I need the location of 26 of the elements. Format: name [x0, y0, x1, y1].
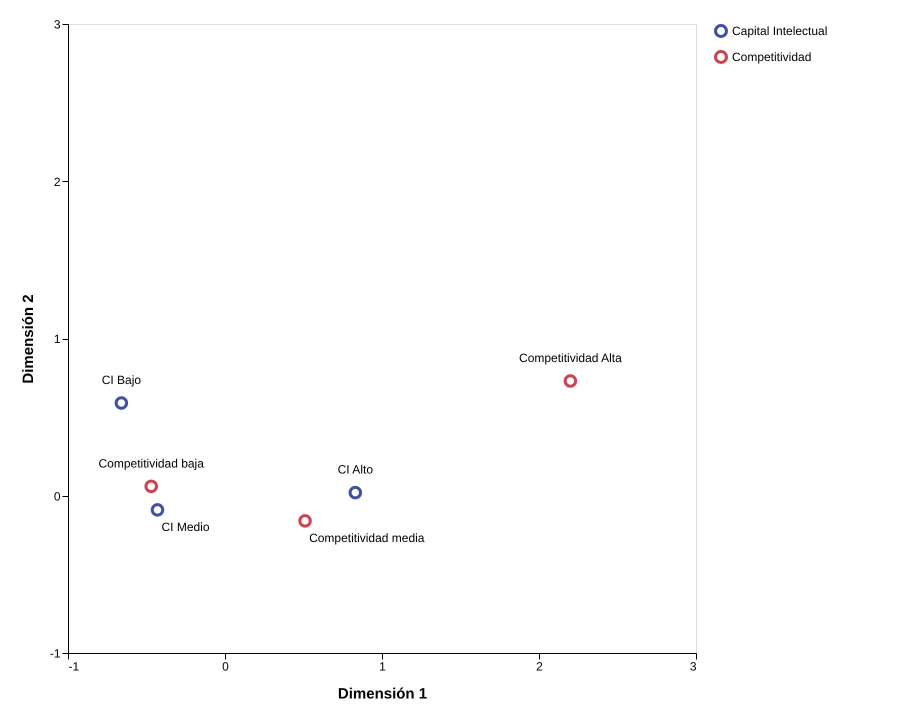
annotation: Competitividad media — [309, 530, 425, 545]
x-tick-label: 2 — [536, 660, 544, 674]
point — [298, 514, 312, 528]
x-axis-title: Dimensión 1 — [338, 686, 428, 702]
annotation: Competitividad Alta — [519, 350, 622, 365]
annotation: CI Alto — [338, 462, 374, 477]
point — [150, 503, 164, 517]
x-tick-label: 3 — [690, 660, 697, 674]
point — [348, 486, 362, 500]
legend-label: Capital Intelectual — [732, 24, 828, 38]
point — [144, 480, 158, 494]
x-tick-label: -1 — [68, 660, 80, 674]
point — [564, 374, 578, 388]
y-tick-label: -1 — [50, 646, 61, 660]
annotation: CI Bajo — [102, 372, 142, 387]
y-tick-label: 0 — [54, 489, 61, 504]
y-tick-label: 1 — [54, 332, 61, 346]
x-tick-label: 0 — [222, 660, 230, 674]
y-axis-title: Dimensión 2 — [20, 294, 37, 384]
legend-label: Competitividad — [732, 50, 812, 64]
x-tick-label: 1 — [379, 660, 386, 674]
annotation: Competitividad baja — [98, 456, 204, 470]
point — [114, 396, 128, 410]
y-tick-label: 2 — [54, 174, 61, 189]
annotation: CI Medio — [161, 520, 210, 534]
y-tick-label: 3 — [54, 18, 61, 32]
